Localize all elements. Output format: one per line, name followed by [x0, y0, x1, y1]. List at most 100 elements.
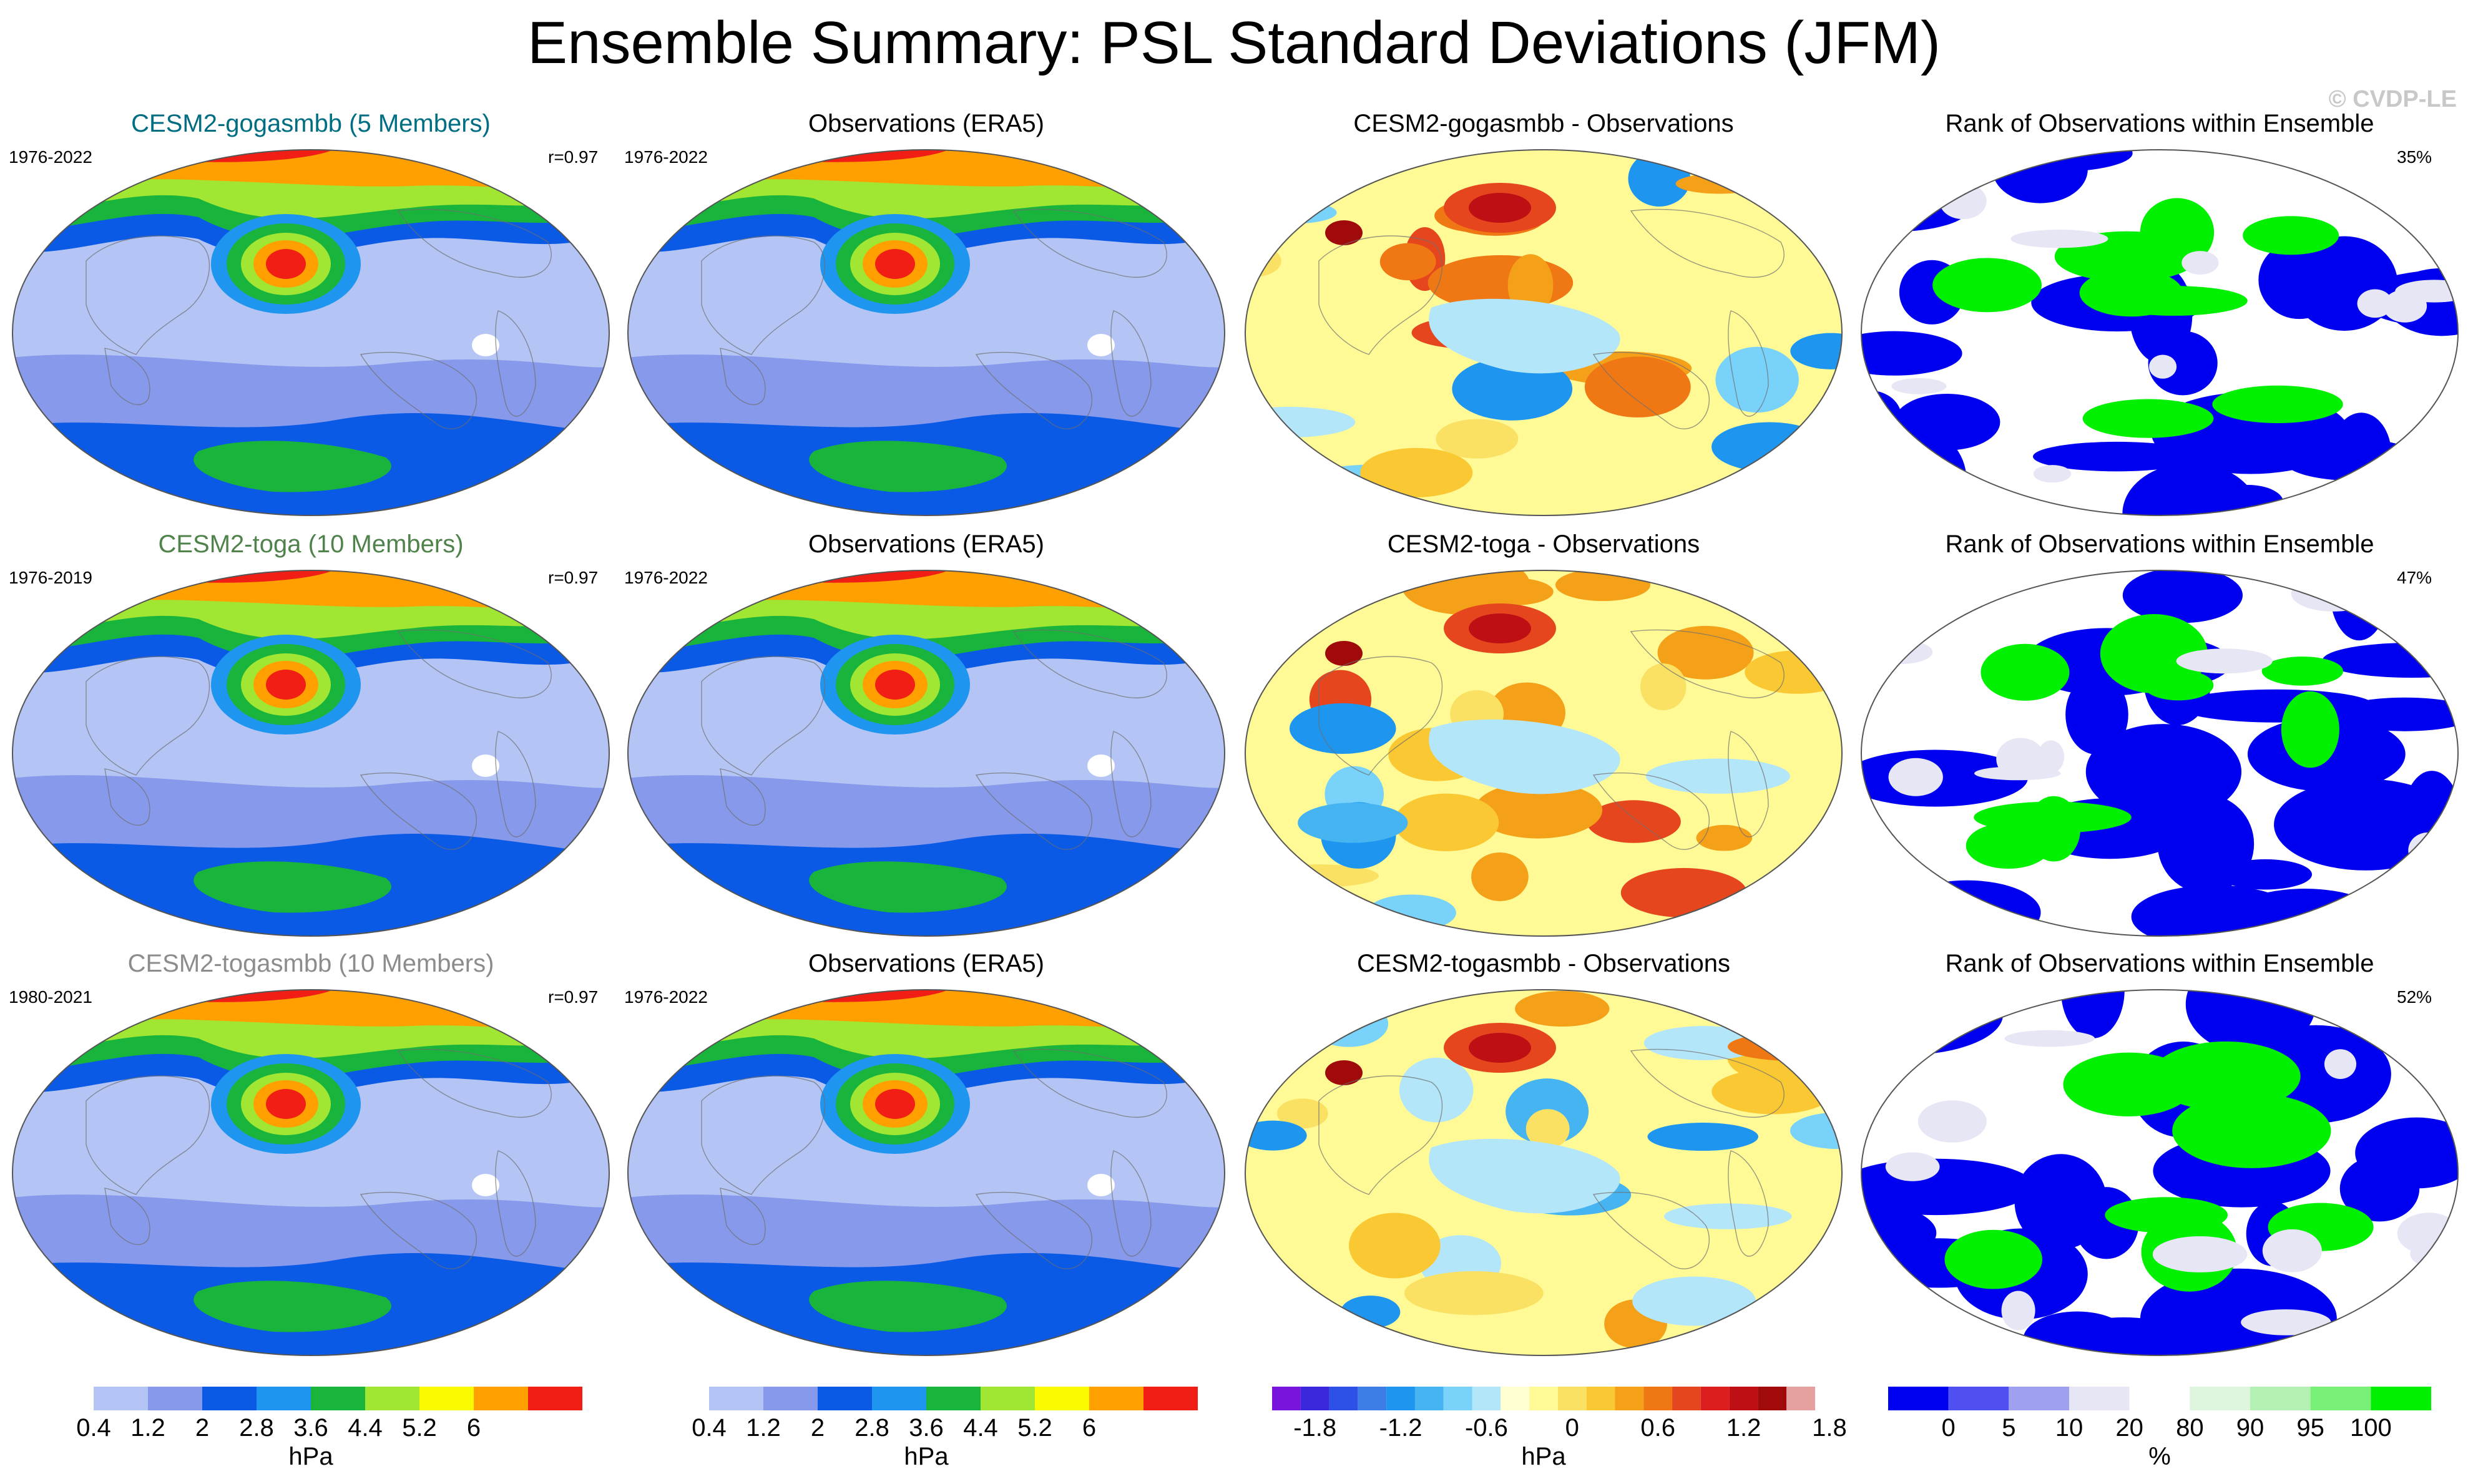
- period-label: 1976-2022: [624, 568, 708, 587]
- colorbar-swatch: [2129, 1387, 2190, 1410]
- std-minimum-spot: [472, 1174, 499, 1196]
- rank-low-region: [2122, 462, 2259, 515]
- rank-mid-region: [2324, 1049, 2357, 1079]
- coastline-outline-4: [495, 731, 536, 837]
- panel-title: Rank of Observations within Ensemble: [1945, 110, 2374, 137]
- map-border: [1861, 989, 2459, 1356]
- std-aleutian-max: [266, 1089, 306, 1119]
- colorbar-swatch: [709, 1387, 763, 1410]
- colorbar-swatch: [1529, 1387, 1558, 1410]
- std-aleutian-max: [266, 670, 306, 700]
- map-border: [1245, 149, 1843, 516]
- coastline-outline-2: [1630, 629, 1785, 699]
- diff-central-pacific: [1429, 719, 1620, 794]
- map-border: [627, 570, 1225, 937]
- coastline-outline-0: [86, 656, 210, 776]
- colorbar-tick-label: 5.2: [1017, 1414, 1052, 1442]
- colorbar-swatch: [1615, 1387, 1644, 1410]
- diff-anomaly-blob: [1349, 1213, 1441, 1279]
- colorbar-swatch: [1948, 1387, 2009, 1410]
- rank-high-region: [2252, 1110, 2309, 1143]
- coastline-outline-4: [495, 310, 536, 417]
- coastline-outline-2: [975, 351, 1092, 429]
- diff-north-max: [1469, 613, 1531, 643]
- rank-mid-region: [1885, 1152, 1940, 1181]
- rank-high-region: [2151, 1041, 2301, 1111]
- coastline-outline-3: [397, 208, 552, 278]
- rank-high-region: [2281, 691, 2339, 768]
- panel-title: CESM2-togasmbb - Observations: [1356, 950, 1731, 977]
- std-minimum-spot: [1087, 334, 1115, 356]
- colorbar-tick-label: 3.6: [909, 1414, 944, 1442]
- colorbar-swatch: [1300, 1387, 1329, 1410]
- map-std-r2-c1: [627, 989, 1225, 1356]
- colorbar-tick-label: 2.8: [854, 1414, 889, 1442]
- diff-anomaly-blob: [1471, 577, 1554, 606]
- colorbar-tick-label: 6: [1082, 1414, 1097, 1442]
- diff-anomaly-blob: [1664, 1203, 1792, 1229]
- diff-anomaly-blob: [1304, 1326, 1389, 1353]
- colorbar-tick-label: 1.2: [130, 1414, 165, 1442]
- panel-title: Observations (ERA5): [808, 110, 1044, 137]
- std-aleutian-max: [875, 1089, 915, 1119]
- rank-low-region: [2065, 674, 2128, 755]
- diff-anomaly-blob: [1632, 1276, 1756, 1326]
- diff-anomaly-blob: [1525, 1109, 1570, 1149]
- rank-high-region: [2143, 670, 2214, 701]
- rank-mid-region: [2004, 1030, 2095, 1047]
- diff-himalaya-max: [1325, 220, 1363, 245]
- panel-title: Observations (ERA5): [808, 950, 1044, 977]
- diff-anomaly-blob: [1298, 803, 1408, 843]
- colorbar-std: [655, 1387, 1198, 1410]
- colorbar-tick-label: 0: [1941, 1414, 1956, 1442]
- coastline-outline-0: [701, 235, 826, 355]
- rank-mid-region: [1868, 640, 1933, 665]
- diff-anomaly-blob: [1404, 1271, 1544, 1316]
- colorbar-tick-label: 4.4: [963, 1414, 998, 1442]
- diff-central-pacific: [1429, 1138, 1620, 1214]
- colorbar-diff: [1272, 1387, 1815, 1410]
- coastline-outline-1: [1592, 1191, 1710, 1269]
- colorbar-tick-label: 1.8: [1812, 1414, 1847, 1442]
- colorbar-swatch: [1386, 1387, 1415, 1410]
- coastline-outline-2: [360, 351, 477, 429]
- colorbar-unit: hPa: [288, 1443, 333, 1470]
- colorbar-swatch: [148, 1387, 202, 1410]
- colorbar-unit: hPa: [904, 1443, 949, 1470]
- colorbar-tick-label: 90: [2236, 1414, 2265, 1442]
- diff-anomaly-blob: [1276, 1098, 1328, 1129]
- rank-mid-region: [1996, 738, 2045, 781]
- coastline-outline-0: [701, 1075, 826, 1195]
- colorbar-tick-label: 10: [2055, 1414, 2084, 1442]
- std-minimum-spot: [472, 334, 499, 356]
- rank-high-region: [2079, 269, 2183, 317]
- colorbar-tick-label: 0.6: [1640, 1414, 1675, 1442]
- coastline-outline-1: [1592, 351, 1710, 429]
- period-label: 1976-2022: [9, 147, 92, 167]
- std-blob-south: [809, 441, 1007, 492]
- diff-anomaly-blob: [1640, 663, 1687, 711]
- colorbar-swatch: [818, 1387, 872, 1410]
- rank-mid-region: [1917, 1100, 1987, 1143]
- map-border: [12, 149, 610, 516]
- rank-mid-region: [2037, 740, 2065, 773]
- coastline-outline-3: [1728, 310, 1769, 417]
- diff-anomaly-blob: [1758, 990, 1842, 1017]
- colorbar-swatch: [2310, 1387, 2371, 1410]
- colorbar-swatch: [1035, 1387, 1089, 1410]
- diff-anomaly-blob: [1675, 173, 1763, 194]
- colorbar-swatch: [1700, 1387, 1730, 1410]
- rank-low-region: [2374, 1308, 2454, 1355]
- map-std-r0-c0: [12, 149, 610, 516]
- diff-anomaly-blob: [1474, 781, 1603, 839]
- diff-anomaly-blob: [1436, 419, 1519, 459]
- colorbar-unit: %: [2148, 1443, 2171, 1470]
- coastline-outline-0: [86, 235, 210, 355]
- coastline-outline-1: [1592, 772, 1710, 850]
- colorbar-swatch: [1143, 1387, 1198, 1410]
- coastline-outline-3: [397, 1048, 552, 1118]
- map-rank-r0-c3: [1861, 149, 2459, 516]
- colorbar-swatch: [1557, 1387, 1587, 1410]
- std-minimum-spot: [1087, 754, 1115, 777]
- panel-title: CESM2-toga (10 Members): [158, 530, 464, 558]
